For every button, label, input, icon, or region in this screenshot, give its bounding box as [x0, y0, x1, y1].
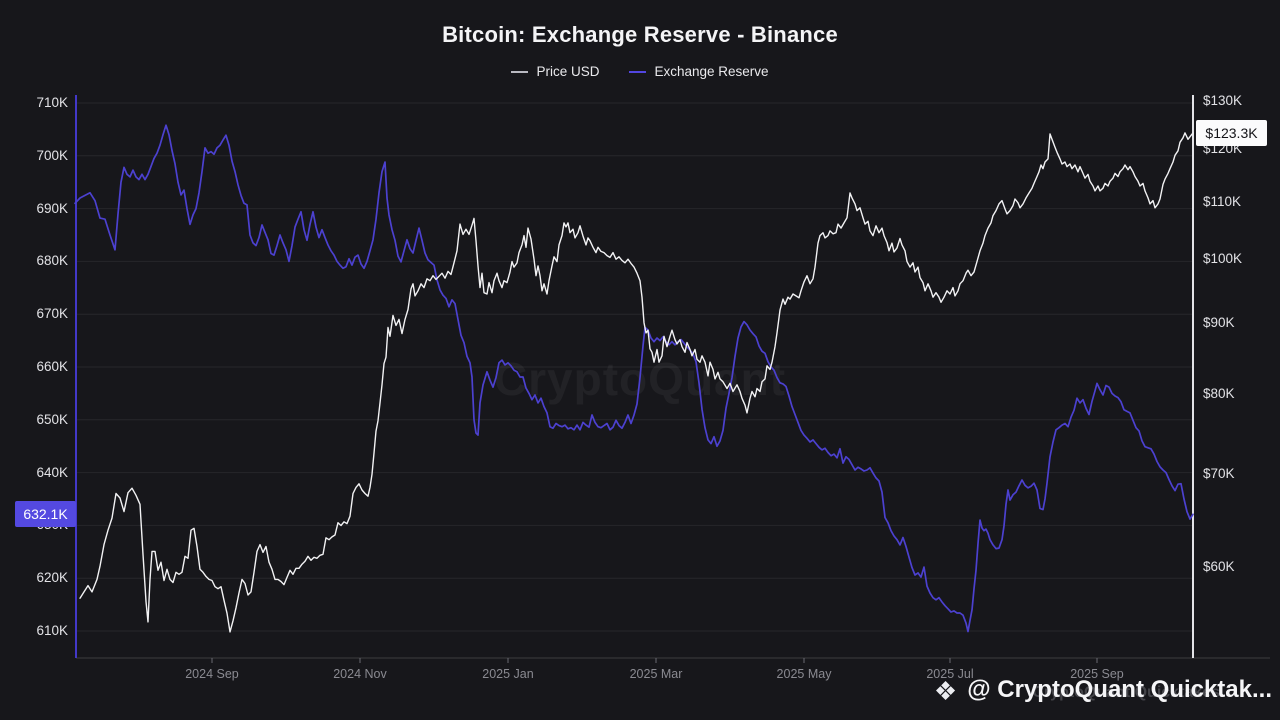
right-axis-tick-label: $80K — [1203, 385, 1235, 401]
right-axis-tick-label: $130K — [1203, 93, 1243, 108]
x-axis-tick-label: 2024 Sep — [185, 667, 239, 681]
price-usd-line — [79, 132, 1194, 633]
legend: Price USD Exchange Reserve — [0, 64, 1280, 79]
x-axis-tick-label: 2025 Sep — [1070, 667, 1124, 681]
left-axis-tick-label: 660K — [36, 359, 68, 374]
exchange-reserve-line — [74, 124, 1194, 633]
x-axis-tick-label: 2025 Mar — [629, 667, 683, 681]
branding: ❖ @ CryptoQuant Quicktak... — [934, 676, 1272, 704]
reserve-series-marker-icon — [629, 70, 647, 73]
left-axis-tick-label: 650K — [36, 411, 68, 427]
binance-logo-icon: ❖ — [933, 676, 958, 706]
legend-item-exchange-reserve[interactable]: Exchange Reserve — [629, 64, 769, 79]
left-axis-tick-label: 680K — [36, 253, 68, 269]
reserve-last-value-badge: 632.1K — [15, 501, 76, 528]
right-axis-tick-label: $110K — [1203, 193, 1242, 209]
x-axis-tick-label: 2024 Nov — [333, 667, 387, 681]
price-last-value-badge: $123.3K — [1196, 119, 1267, 146]
left-axis-tick-label: 620K — [36, 570, 68, 586]
left-axis-tick-label: 700K — [36, 147, 68, 163]
x-axis-tick-label: 2025 Jan — [482, 667, 534, 681]
branding-text: @ CryptoQuant Quicktak... — [967, 676, 1272, 703]
legend-label-exchange-reserve: Exchange Reserve — [654, 64, 769, 79]
left-axis-tick-label: 670K — [36, 306, 68, 322]
price-series-marker-icon — [511, 70, 529, 73]
left-axis-tick-label: 710K — [36, 95, 68, 110]
right-axis-tick-label: $100K — [1203, 251, 1243, 267]
right-axis-tick-label: $60K — [1203, 559, 1235, 575]
legend-item-price-usd[interactable]: Price USD — [511, 64, 599, 79]
x-axis-tick-label: 2025 May — [776, 667, 832, 681]
left-axis-tick-label: 690K — [36, 200, 68, 216]
x-axis-tick-label: 2025 Jul — [926, 667, 974, 681]
right-axis-tick-label: $90K — [1203, 314, 1235, 330]
left-axis-tick-label: 610K — [36, 623, 68, 638]
chart-title: Bitcoin: Exchange Reserve - Binance — [442, 22, 838, 47]
left-axis-tick-label: 640K — [36, 464, 68, 480]
legend-label-price-usd: Price USD — [536, 64, 600, 79]
right-axis-tick-label: $70K — [1203, 466, 1235, 482]
